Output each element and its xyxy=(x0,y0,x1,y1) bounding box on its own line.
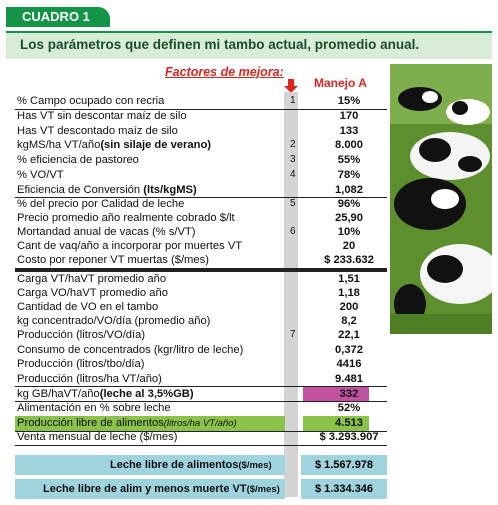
table-row: Has VT sin descontar maíz de silo 170 xyxy=(17,110,359,122)
produccion-libre-value-highlight xyxy=(303,416,369,431)
table-row: Producción (litros/tbo/día) 4416 xyxy=(17,358,362,370)
table-row: kg GB/haVT/año(leche al 3,5%GB) 332 xyxy=(17,388,359,400)
table-row: Mortandad anual de vacas (% s/VT) 6 10% xyxy=(17,226,361,238)
table-row: % VO/VT 4 78% xyxy=(17,169,361,181)
table-row: % Campo ocupado con recria 1 15% xyxy=(17,95,361,107)
table-row: Cant de vaq/año a incorporar por muertes… xyxy=(17,240,356,252)
row-divider xyxy=(15,197,387,198)
table-row: Alimentación en % sobre leche 52% xyxy=(17,402,361,414)
table-row: Precio promedio año realmente cobrado $/… xyxy=(17,212,363,224)
summary-label: Leche libre de alimentos($/mes) xyxy=(110,459,272,471)
table-row: Carga VO/haVT promedio año 1,18 xyxy=(17,287,360,299)
table-row: kg concentrado/VO/día (promedio año) 8,2 xyxy=(17,315,357,327)
gb-highlight xyxy=(303,387,369,402)
table-row: Has VT descontado maíz de silo 133 xyxy=(17,125,359,137)
table-row: Consumo de concentrados (kgr/litro de le… xyxy=(17,344,363,356)
table-row: Cantidad de VO en el tambo 200 xyxy=(17,301,359,313)
summary-label-box xyxy=(15,455,285,475)
row-divider xyxy=(15,445,387,446)
summary-label: Leche libre de alim y menos muerte VT($/… xyxy=(43,483,280,495)
cows-photo xyxy=(390,64,492,334)
table-row: Producción (litros/VO/día) 7 22,1 xyxy=(17,329,360,341)
factores-header: Factores de mejora: xyxy=(165,65,284,79)
row-divider xyxy=(15,386,387,387)
row-divider xyxy=(15,431,387,432)
table-row: % eficiencia de pastoreo 3 55% xyxy=(17,154,361,166)
table-row: Costo por reponer VT muertas ($/mes) $ 23… xyxy=(17,254,374,266)
summary-value: $ 1.334.346 xyxy=(301,479,387,499)
table-row: Producción libre de alimentos(litros/ha … xyxy=(17,417,363,429)
manejo-header: Manejo A xyxy=(314,76,367,90)
row-divider xyxy=(15,109,387,110)
cuadro-tab: CUADRO 1 xyxy=(6,7,110,27)
row-divider xyxy=(15,401,387,402)
table-row: % del precio por Calidad de leche 5 96% xyxy=(17,198,361,210)
section-divider xyxy=(15,268,387,272)
table-row: Carga VT/haVT promedio año 1,51 xyxy=(17,273,360,285)
summary-value: $ 1.567.978 xyxy=(301,455,387,475)
produccion-libre-highlight xyxy=(15,416,285,431)
table-row: Producción (litros/ha VT/año) 9.481 xyxy=(17,373,363,385)
factor-column xyxy=(284,92,298,497)
table-row: Eficiencia de Conversión (lts/kgMS) 1,082 xyxy=(17,184,363,196)
table-subtitle: Los parámetros que definen mi tambo actu… xyxy=(6,31,492,59)
summary-label-box xyxy=(15,479,285,499)
table-row: kgMS/ha VT/año(sin silaje de verano) 2 8.0… xyxy=(17,139,363,151)
table-row: Venta mensual de leche ($/mes) $ 3.293.90… xyxy=(17,431,379,443)
cows-illustration xyxy=(390,64,492,334)
arrow-down-icon xyxy=(284,79,298,93)
